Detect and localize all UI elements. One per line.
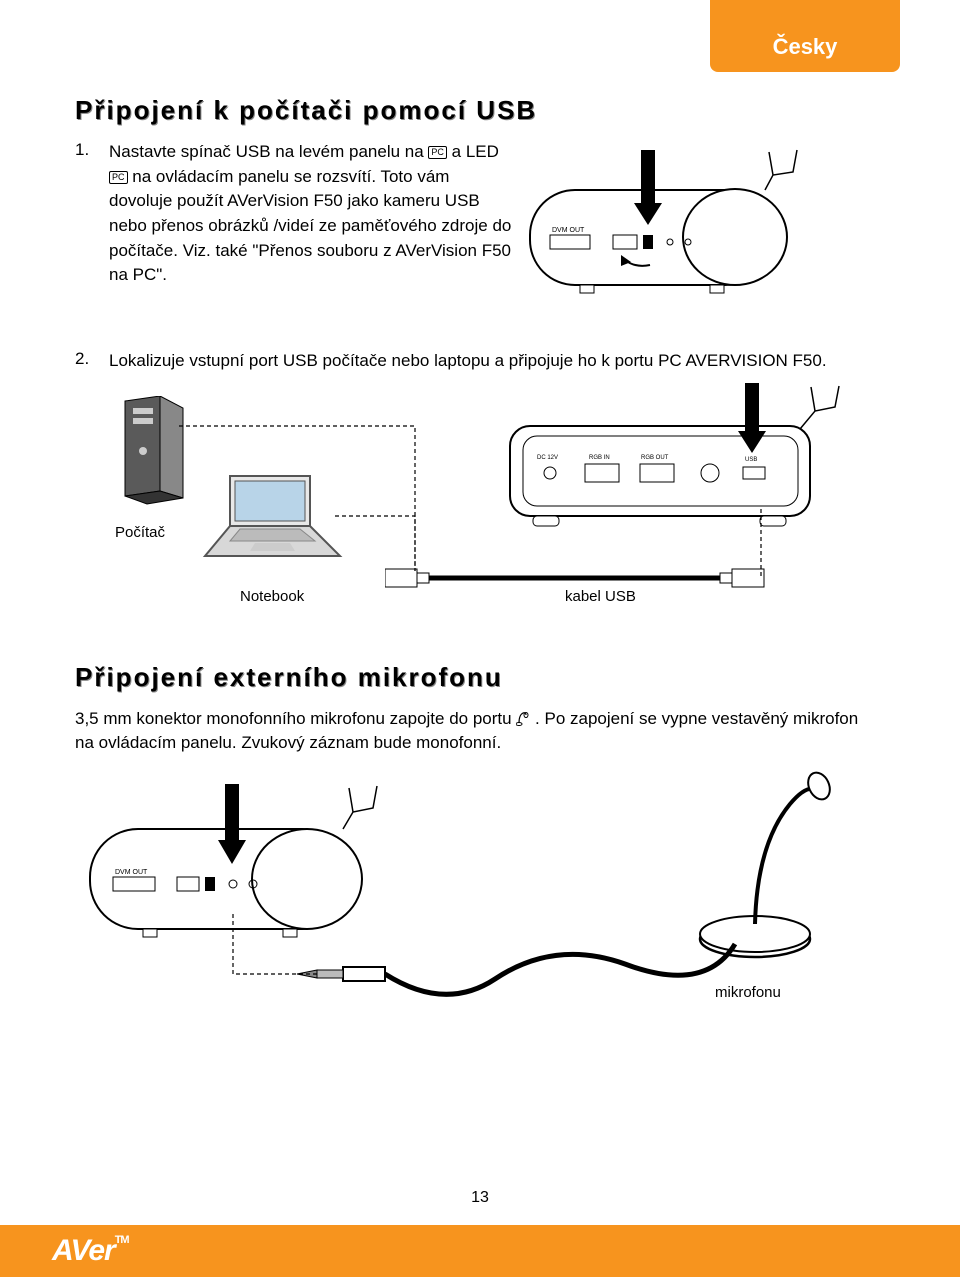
usb-cable-label: kabel USB (565, 588, 636, 605)
microphone-diagram: DVM OUT (75, 774, 885, 1034)
page-number: 13 (471, 1189, 489, 1207)
svg-text:RGB IN: RGB IN (589, 455, 610, 461)
page-content: Připojení k počítači pomocí USB 1. Nasta… (75, 95, 885, 1034)
step2-text: Lokalizuje vstupní port USB počítače neb… (109, 349, 885, 374)
svg-text:RGB OUT: RGB OUT (641, 455, 669, 461)
port-dvmout-label: DVM OUT (552, 227, 585, 234)
step1-row: 1. Nastavte spínač USB na levém panelu n… (75, 140, 885, 345)
footer-bar: AVerTM (0, 1225, 960, 1277)
step1-diagram: DVM OUT (525, 140, 885, 345)
pc-icon: PC (428, 146, 447, 159)
section1-title: Připojení k počítači pomocí USB (75, 95, 885, 126)
brand-logo: AVerTM (52, 1234, 129, 1268)
step2-number: 2. (75, 349, 109, 374)
svg-text:USB: USB (745, 457, 757, 463)
microphone-icon (516, 708, 530, 730)
connection-diagram: Počítač Notebook DC 12V RGB IN RGB OUT U… (75, 386, 885, 656)
pc-icon: PC (109, 171, 128, 184)
language-tab: Česky (710, 0, 900, 72)
notebook-icon (195, 471, 355, 581)
notebook-label: Notebook (240, 588, 304, 605)
microphone-label: mikrofonu (715, 984, 781, 1001)
step1-text: Nastavte spínač USB na levém panelu na P… (109, 140, 525, 288)
step1-number: 1. (75, 140, 109, 288)
svg-text:DVM OUT: DVM OUT (115, 869, 148, 876)
computer-icon (105, 396, 195, 516)
section2-title: Připojení externího mikrofonu (75, 662, 885, 693)
device-rear-diagram: DC 12V RGB IN RGB OUT USB (505, 381, 875, 561)
svg-text:DC 12V: DC 12V (537, 455, 558, 461)
step2-row: 2. Lokalizuje vstupní port USB počítače … (75, 349, 885, 374)
section2-text: 3,5 mm konektor monofonního mikrofonu za… (75, 707, 885, 756)
language-label: Česky (773, 34, 838, 60)
computer-label: Počítač (115, 524, 165, 541)
